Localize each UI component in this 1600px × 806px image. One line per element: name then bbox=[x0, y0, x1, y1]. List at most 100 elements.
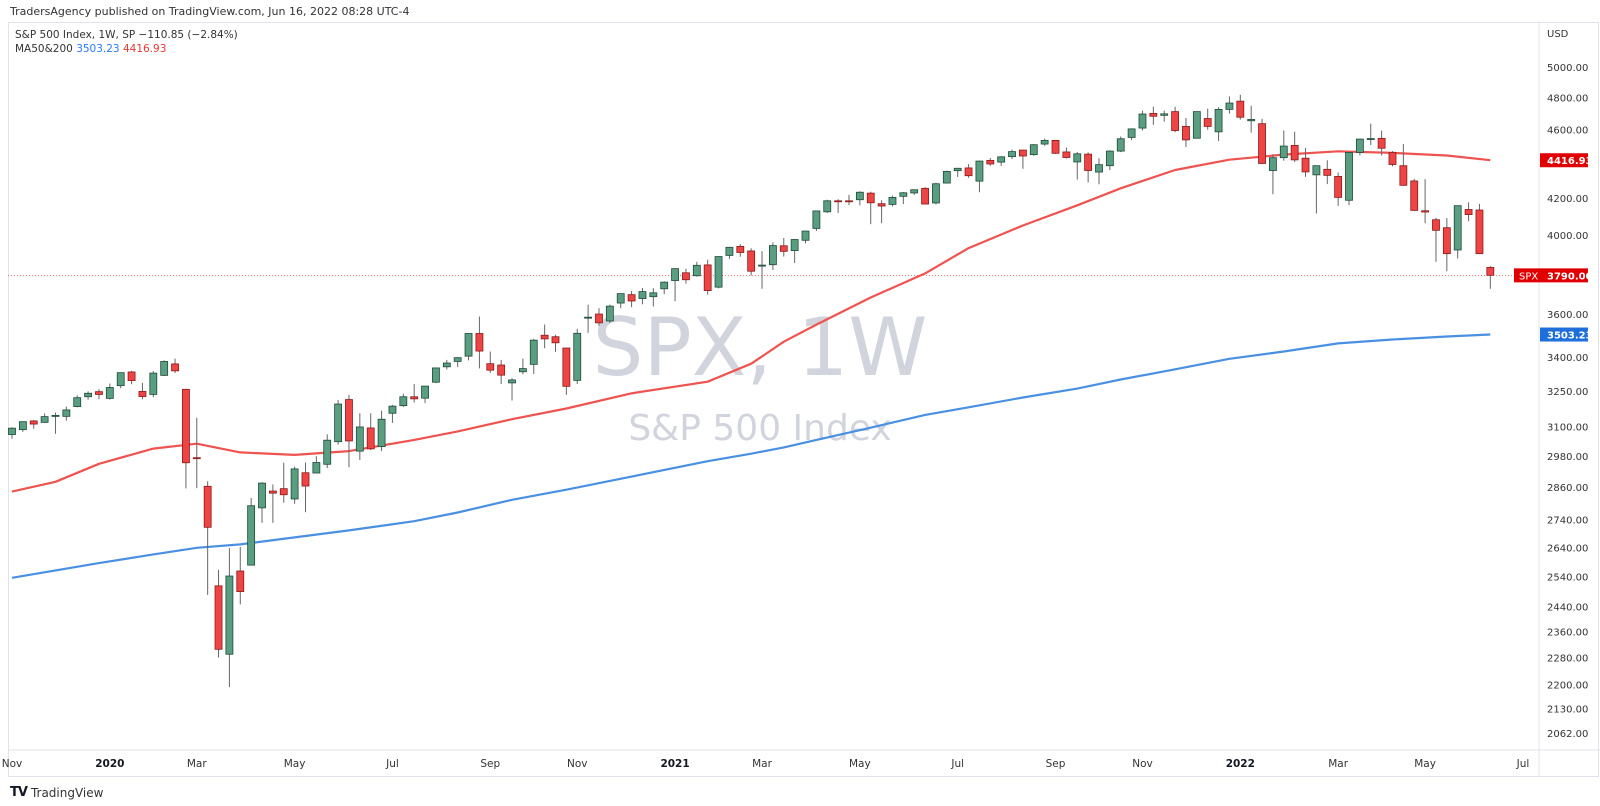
candle-up bbox=[1366, 123, 1375, 146]
ma200-value: 3503.23 bbox=[76, 43, 120, 55]
candle-body bbox=[1203, 118, 1212, 127]
candle-up bbox=[899, 192, 908, 205]
tradingview-logo[interactable]: TV TradingView bbox=[10, 785, 103, 800]
candles bbox=[8, 94, 1495, 688]
price-axis[interactable]: 5000.00 4800.00 4600.00 4200.00 4000.00 3600.… bbox=[1547, 63, 1588, 740]
candle-body bbox=[855, 191, 864, 201]
candle-down bbox=[736, 244, 745, 257]
candle-down bbox=[627, 290, 636, 308]
candle-down bbox=[203, 481, 212, 595]
time-tick-label: Mar bbox=[752, 758, 772, 770]
candle-body bbox=[627, 294, 636, 302]
candle-down bbox=[1432, 217, 1440, 262]
time-tick-label: Sep bbox=[1046, 758, 1066, 770]
candle-body bbox=[192, 457, 201, 460]
candle-up bbox=[1073, 152, 1082, 180]
candle-down bbox=[1475, 203, 1484, 255]
time-tick-label: Nov bbox=[567, 758, 588, 770]
watermark: SPX, 1W S&P 500 Index bbox=[593, 301, 928, 449]
candle-up bbox=[725, 246, 734, 259]
candle-body bbox=[1269, 157, 1277, 171]
candle-body bbox=[866, 192, 875, 204]
candle-up bbox=[605, 304, 614, 323]
price-tick-label: 2860.00 bbox=[1547, 483, 1588, 494]
candle-up bbox=[910, 189, 919, 195]
candle-up bbox=[1105, 150, 1114, 170]
candle-up bbox=[1029, 144, 1038, 156]
candle-body bbox=[508, 379, 516, 384]
price-tick-label: 4200.00 bbox=[1547, 194, 1588, 205]
candle-body bbox=[366, 427, 375, 450]
candle-down bbox=[345, 394, 353, 468]
candle-body bbox=[616, 293, 625, 304]
candle-body bbox=[236, 570, 245, 592]
candle-body bbox=[334, 403, 343, 443]
candle-body bbox=[1442, 227, 1451, 255]
candle-body bbox=[1236, 100, 1245, 118]
candle-up bbox=[290, 466, 299, 504]
candle-down bbox=[1203, 108, 1212, 130]
legend: S&P 500 Index, 1W, SP −110.85 (−2.84%) M… bbox=[15, 28, 238, 56]
candle-down bbox=[1182, 118, 1190, 148]
candle-body bbox=[1421, 210, 1429, 213]
candle-body bbox=[660, 281, 669, 290]
candle-up bbox=[888, 195, 897, 207]
candle-down bbox=[1399, 144, 1408, 186]
time-tick-label: Mar bbox=[187, 758, 207, 770]
candle-body bbox=[279, 488, 288, 496]
candle-body bbox=[51, 415, 60, 417]
price-tag-bg bbox=[1514, 268, 1588, 283]
candle-body bbox=[975, 160, 984, 182]
price-tick-label: 2062.00 bbox=[1547, 729, 1588, 740]
candle-up bbox=[529, 338, 538, 375]
candle-down bbox=[192, 417, 201, 489]
candle-body bbox=[942, 170, 951, 184]
time-tick-label: May bbox=[1414, 758, 1436, 770]
candle-body bbox=[355, 426, 364, 452]
price-tick-label: 2980.00 bbox=[1547, 452, 1588, 463]
candle-down bbox=[497, 359, 506, 385]
candle-up bbox=[453, 357, 462, 368]
candle-up bbox=[1269, 154, 1277, 195]
candle-up bbox=[1225, 96, 1234, 114]
candle-down bbox=[279, 462, 288, 503]
candle-body bbox=[812, 210, 821, 229]
candle-down bbox=[268, 484, 277, 523]
candle-body bbox=[1073, 153, 1082, 163]
price-tick-label: 4600.00 bbox=[1547, 126, 1588, 137]
candle-body bbox=[910, 189, 919, 194]
candle-body bbox=[1464, 209, 1473, 215]
candle-up bbox=[855, 191, 864, 206]
candle-body bbox=[1475, 209, 1484, 255]
candle-body bbox=[932, 183, 940, 204]
candle-up bbox=[823, 199, 832, 213]
candle-body bbox=[529, 339, 538, 365]
candle-body bbox=[323, 439, 332, 465]
candle-body bbox=[182, 388, 190, 464]
candle-up bbox=[812, 210, 821, 232]
candle-up bbox=[432, 367, 440, 384]
candle-body bbox=[1432, 219, 1440, 231]
candle-up bbox=[1312, 165, 1321, 214]
candle-body bbox=[40, 416, 49, 423]
candle-up bbox=[40, 413, 49, 423]
candle-down bbox=[127, 370, 136, 385]
time-tick-label: Jul bbox=[950, 758, 964, 770]
time-axis[interactable]: Nov 2020 Mar May Jul Sep Nov 2021 Mar May Jul Sep No… bbox=[2, 758, 1530, 770]
candle-body bbox=[1171, 111, 1179, 131]
candle-body bbox=[953, 167, 962, 172]
candle-up bbox=[160, 360, 169, 377]
candle-body bbox=[605, 305, 614, 322]
price-tick-label: 2540.00 bbox=[1547, 572, 1588, 583]
candle-body bbox=[475, 333, 484, 352]
candle-up bbox=[638, 287, 647, 305]
candle-body bbox=[1247, 119, 1256, 122]
candle-down bbox=[138, 382, 147, 400]
candle-up bbox=[334, 400, 343, 445]
candle-up bbox=[105, 383, 114, 400]
candle-body bbox=[1345, 152, 1353, 201]
candle-body bbox=[921, 187, 929, 205]
candle-up bbox=[1355, 138, 1364, 156]
candle-body bbox=[1290, 144, 1299, 161]
